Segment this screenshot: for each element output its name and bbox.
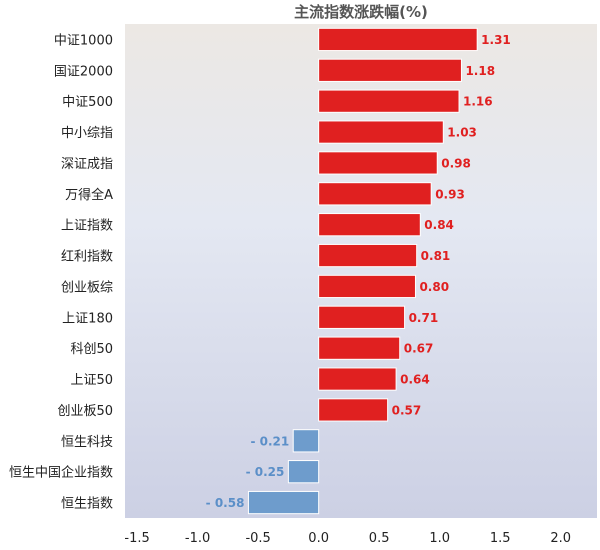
- chart-title: 主流指数涨跌幅(%): [294, 3, 428, 21]
- x-tick-label: 1.0: [429, 531, 450, 546]
- bar: [318, 398, 389, 422]
- value-label: 0.67: [404, 342, 434, 356]
- category-label: 万得全A: [65, 187, 113, 203]
- x-tick-label: 1.5: [490, 531, 511, 546]
- value-label: - 0.58: [206, 496, 245, 510]
- x-tick-label: 0.0: [308, 531, 329, 546]
- bar: [247, 490, 320, 515]
- value-label: 0.64: [400, 373, 430, 387]
- value-label: 0.98: [441, 156, 471, 170]
- value-label: 0.80: [419, 280, 449, 294]
- category-label: 中证1000: [54, 33, 113, 48]
- category-label: 上证180: [62, 311, 113, 326]
- bar: [287, 460, 320, 484]
- x-tick-label: -0.5: [245, 531, 270, 546]
- category-label: 国证2000: [54, 64, 113, 79]
- bar: [318, 274, 416, 299]
- category-label: 创业板50: [57, 404, 113, 419]
- category-label: 恒生科技: [61, 435, 113, 450]
- value-labels: 1.31 1.18 1.16 1.03 0.98 0.93 0.84 0.81 0.80 0.71…: [206, 33, 511, 510]
- category-label: 恒生指数: [61, 497, 113, 512]
- category-label: 中小综指: [61, 126, 113, 141]
- value-label: 1.18: [465, 64, 495, 78]
- category-label: 红利指数: [61, 249, 113, 265]
- bar: [318, 27, 478, 52]
- value-label: 1.31: [481, 33, 511, 47]
- value-label: 0.84: [424, 218, 454, 232]
- bar: [318, 89, 460, 113]
- value-label: - 0.25: [246, 465, 285, 479]
- bar: [318, 58, 462, 82]
- bar: [292, 429, 320, 453]
- category-label: 恒生中国企业指数: [9, 465, 113, 481]
- bar: [318, 182, 432, 206]
- category-label: 上证50: [70, 373, 113, 388]
- x-axis-ticks: -1.5 -1.0 -0.5 0.0 0.5 1.0 1.5 2.0: [124, 531, 571, 546]
- category-label: 创业板综: [61, 280, 113, 295]
- bars-group: [247, 27, 478, 515]
- bar: [318, 336, 401, 360]
- x-tick-label: 2.0: [550, 531, 571, 546]
- value-label: - 0.21: [250, 434, 289, 448]
- value-label: 0.81: [421, 249, 451, 263]
- bar: [318, 213, 421, 237]
- bar: [318, 305, 406, 329]
- value-label: 1.03: [447, 126, 477, 140]
- bar: [318, 367, 397, 391]
- category-label: 中证500: [62, 95, 113, 110]
- category-label: 科创50: [70, 342, 113, 357]
- category-label: 深证成指: [61, 157, 113, 172]
- category-label: 上证指数: [61, 219, 113, 234]
- value-label: 1.16: [463, 95, 493, 109]
- x-tick-label: 0.5: [369, 531, 390, 546]
- bar: [318, 243, 418, 268]
- bar: [318, 151, 438, 175]
- x-tick-label: -1.0: [185, 531, 210, 546]
- value-label: 0.57: [392, 403, 422, 417]
- x-tick-label: -1.5: [124, 531, 149, 546]
- bar: [318, 120, 444, 144]
- value-label: 0.93: [435, 187, 465, 201]
- value-label: 0.71: [409, 311, 439, 325]
